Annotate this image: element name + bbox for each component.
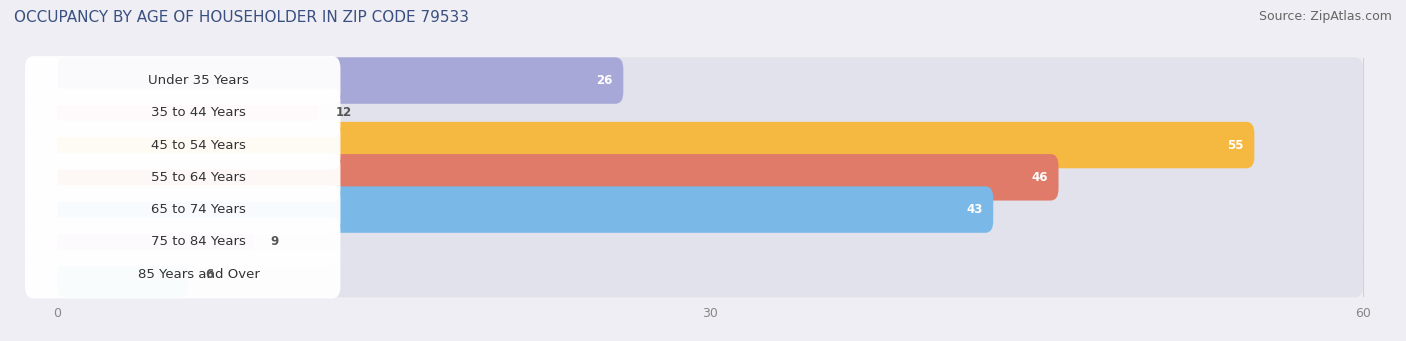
FancyBboxPatch shape bbox=[58, 57, 1364, 104]
Text: 9: 9 bbox=[271, 235, 278, 248]
Text: 45 to 54 Years: 45 to 54 Years bbox=[150, 138, 246, 151]
FancyBboxPatch shape bbox=[58, 154, 1364, 201]
FancyBboxPatch shape bbox=[58, 122, 1254, 168]
Text: 6: 6 bbox=[205, 268, 214, 281]
Text: Source: ZipAtlas.com: Source: ZipAtlas.com bbox=[1258, 10, 1392, 23]
Text: 12: 12 bbox=[336, 106, 353, 119]
FancyBboxPatch shape bbox=[25, 88, 340, 137]
FancyBboxPatch shape bbox=[25, 153, 340, 202]
FancyBboxPatch shape bbox=[25, 121, 340, 169]
FancyBboxPatch shape bbox=[58, 251, 1364, 297]
Text: 43: 43 bbox=[966, 203, 983, 216]
FancyBboxPatch shape bbox=[58, 90, 1364, 136]
Text: Under 35 Years: Under 35 Years bbox=[148, 74, 249, 87]
Text: 35 to 44 Years: 35 to 44 Years bbox=[150, 106, 246, 119]
FancyBboxPatch shape bbox=[58, 90, 319, 136]
Text: OCCUPANCY BY AGE OF HOUSEHOLDER IN ZIP CODE 79533: OCCUPANCY BY AGE OF HOUSEHOLDER IN ZIP C… bbox=[14, 10, 470, 25]
FancyBboxPatch shape bbox=[58, 251, 188, 297]
Text: 85 Years and Over: 85 Years and Over bbox=[138, 268, 260, 281]
FancyBboxPatch shape bbox=[25, 250, 340, 298]
FancyBboxPatch shape bbox=[58, 186, 1364, 233]
FancyBboxPatch shape bbox=[25, 56, 340, 105]
Text: 65 to 74 Years: 65 to 74 Years bbox=[150, 203, 246, 216]
Text: 55: 55 bbox=[1227, 138, 1243, 151]
Text: 46: 46 bbox=[1031, 171, 1047, 184]
FancyBboxPatch shape bbox=[58, 154, 1059, 201]
FancyBboxPatch shape bbox=[58, 186, 993, 233]
FancyBboxPatch shape bbox=[25, 218, 340, 266]
FancyBboxPatch shape bbox=[25, 185, 340, 234]
Text: 75 to 84 Years: 75 to 84 Years bbox=[150, 235, 246, 248]
Text: 26: 26 bbox=[596, 74, 613, 87]
FancyBboxPatch shape bbox=[58, 122, 1364, 168]
Text: 55 to 64 Years: 55 to 64 Years bbox=[150, 171, 246, 184]
FancyBboxPatch shape bbox=[58, 57, 623, 104]
FancyBboxPatch shape bbox=[58, 219, 253, 265]
FancyBboxPatch shape bbox=[58, 219, 1364, 265]
